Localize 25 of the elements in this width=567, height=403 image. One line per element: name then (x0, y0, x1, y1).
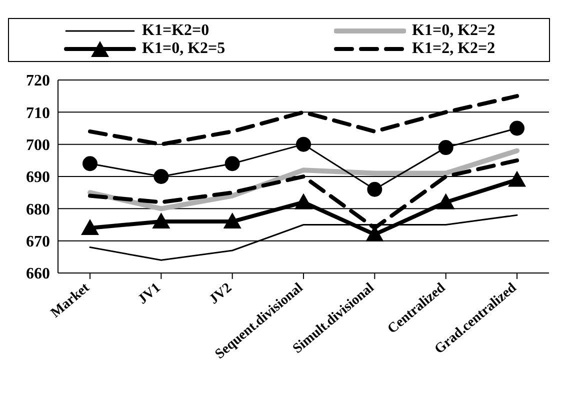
point (224, 156, 240, 172)
y-tick-label: 690 (26, 169, 50, 186)
x-tick-label: JV1 (136, 280, 164, 308)
y-tick-label: 700 (26, 137, 50, 154)
point (436, 193, 455, 210)
point (152, 212, 170, 229)
y-tick-label: 680 (26, 201, 50, 218)
point (154, 169, 169, 184)
point (82, 156, 98, 172)
y-tick-label: 710 (26, 104, 50, 122)
point (294, 193, 312, 210)
point (438, 140, 454, 156)
point (296, 136, 311, 152)
y-tick-label: 720 (26, 72, 50, 90)
point (508, 170, 526, 187)
y-tick-label: 660 (26, 266, 50, 283)
legend-label: K1=0, K2=2 (412, 22, 496, 40)
point (367, 182, 382, 197)
point (223, 212, 242, 229)
legend-label: K1=0, K2=5 (142, 40, 226, 58)
legend-label: K1=2, K2=2 (412, 40, 496, 58)
legend-label: K1=K2=0 (142, 22, 210, 40)
point (510, 120, 524, 136)
y-tick-label: 670 (26, 234, 50, 251)
point (81, 218, 99, 235)
